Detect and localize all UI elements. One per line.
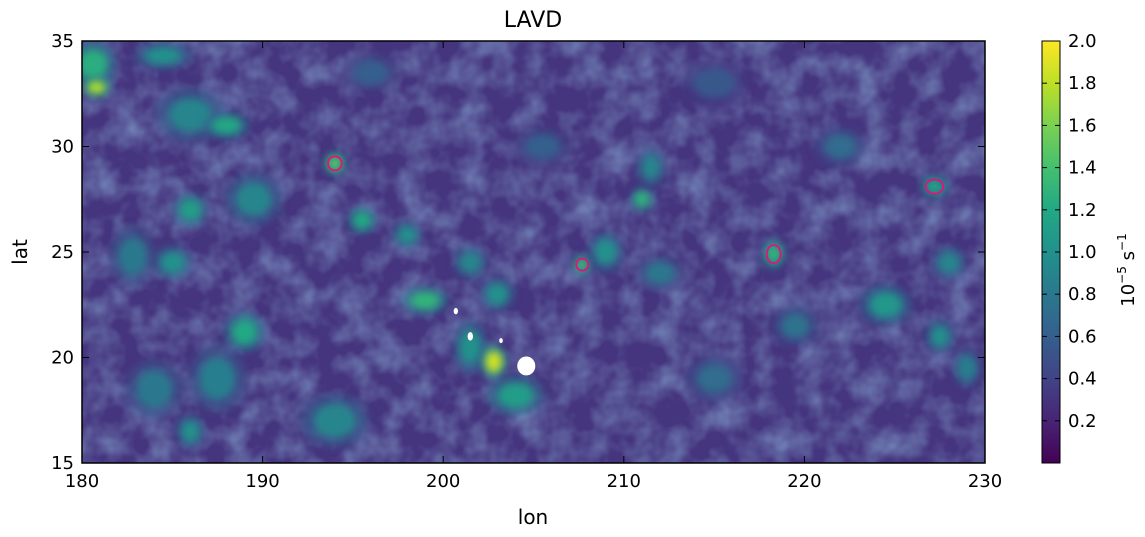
lavd-feature (327, 155, 343, 171)
lavd-feature (766, 244, 781, 264)
vortex-boundary-contour (924, 178, 944, 195)
lavd-feature (869, 292, 902, 318)
x-tick-label: 210 (607, 471, 641, 492)
lavd-feature (497, 382, 534, 409)
lavd-feature (145, 47, 182, 65)
lavd-feature (524, 133, 561, 160)
lavd-feature (181, 420, 200, 442)
colorbar: 0.2 0.4 0.6 0.8 1.0 1.2 1.4 1.6 1.8 2.0 10−5 s−1 (1041, 31, 1139, 464)
lavd-feature (645, 262, 675, 284)
lavd-feature (780, 313, 810, 339)
vortex-boundary-contour (765, 244, 782, 265)
vortex-boundary-contour (327, 155, 343, 172)
lavd-feature (486, 283, 509, 305)
lavd-feature (634, 191, 650, 207)
colorbar-tick-label: 1.8 (1068, 73, 1097, 94)
y-tick-label: 20 (51, 348, 74, 369)
lavd-feature (641, 154, 660, 181)
lavd-feature (199, 357, 236, 400)
lavd-feature (459, 251, 482, 274)
lavd-feature (168, 97, 213, 132)
y-axis: 15 20 25 30 35 (51, 31, 985, 474)
lavd-feature (212, 116, 241, 134)
lavd-feature (930, 325, 949, 347)
x-tick-label: 200 (426, 471, 460, 492)
colorbar-tick-label: 0.2 (1068, 411, 1097, 432)
colorbar-tick-label: 2.0 (1068, 31, 1097, 52)
colorbar-tick-label: 1.6 (1068, 115, 1097, 136)
lavd-feature (957, 355, 976, 381)
colorbar-tick-label: 0.4 (1068, 369, 1097, 390)
x-tick-label: 180 (65, 471, 99, 492)
lavd-feature (87, 81, 106, 94)
missing-data-patch (453, 307, 459, 315)
colorbar-label-base: 10 (1118, 284, 1139, 307)
colorbar-label-unit-exp: −1 (1115, 233, 1129, 251)
lavd-feature (118, 237, 148, 276)
colorbar-label-exp: −5 (1115, 266, 1129, 284)
lavd-feature (692, 68, 736, 98)
x-axis: 180 190 200 210 220 230 (65, 41, 1002, 492)
colorbar-label: 10−5 s−1 (1115, 233, 1139, 306)
lavd-feature (235, 182, 272, 217)
y-tick-label: 30 (51, 137, 74, 158)
lavd-feature (824, 133, 857, 160)
x-tick-label: 190 (245, 471, 279, 492)
colorbar-tick-label: 0.6 (1068, 326, 1097, 347)
heatmap-plot-area (82, 41, 985, 463)
vortex-boundary-contour (575, 257, 590, 272)
heatmap-features (82, 41, 982, 449)
lavd-feature (313, 403, 357, 438)
missing-data-patch (517, 356, 536, 376)
lavd-feature (594, 239, 617, 265)
lavd-feature (179, 199, 202, 221)
lavd-feature (159, 251, 185, 274)
lavd-feature (352, 211, 371, 229)
y-tick-label: 15 (51, 453, 74, 474)
lavd-feature (410, 292, 440, 309)
y-tick-label: 25 (51, 242, 74, 263)
lavd-feature (231, 319, 258, 345)
x-axis-label: lon (518, 505, 548, 529)
lavd-feature (136, 370, 173, 409)
lavd-feature (352, 59, 390, 86)
y-axis-label: lat (8, 239, 32, 265)
lavd-feature (459, 330, 482, 364)
lavd-feature (398, 226, 417, 244)
colorbar-tick-label: 1.0 (1068, 242, 1097, 263)
chart-title: LAVD (504, 8, 562, 33)
missing-data-patch (467, 332, 473, 341)
lavd-feature (575, 258, 589, 271)
x-tick-label: 230 (968, 471, 1002, 492)
lavd-feature (938, 251, 960, 274)
colorbar-tick-label: 0.8 (1068, 284, 1097, 305)
missing-data-patch (499, 338, 503, 344)
lavd-feature (696, 363, 733, 394)
lavd-feature (925, 179, 944, 194)
lavd-feature (82, 49, 108, 79)
vortex-contours (327, 155, 944, 272)
colorbar-tick-label: 1.2 (1068, 200, 1097, 221)
colorbar-label-unit: s (1118, 251, 1139, 260)
y-tick-label: 35 (51, 31, 74, 52)
colorbar-tick-label: 1.4 (1068, 158, 1097, 179)
lavd-feature (485, 351, 502, 373)
heatmap-missing-data (453, 307, 536, 376)
colorbar-ticks: 0.2 0.4 0.6 0.8 1.0 1.2 1.4 1.6 1.8 2.0 (1042, 31, 1097, 432)
x-tick-label: 220 (787, 471, 821, 492)
